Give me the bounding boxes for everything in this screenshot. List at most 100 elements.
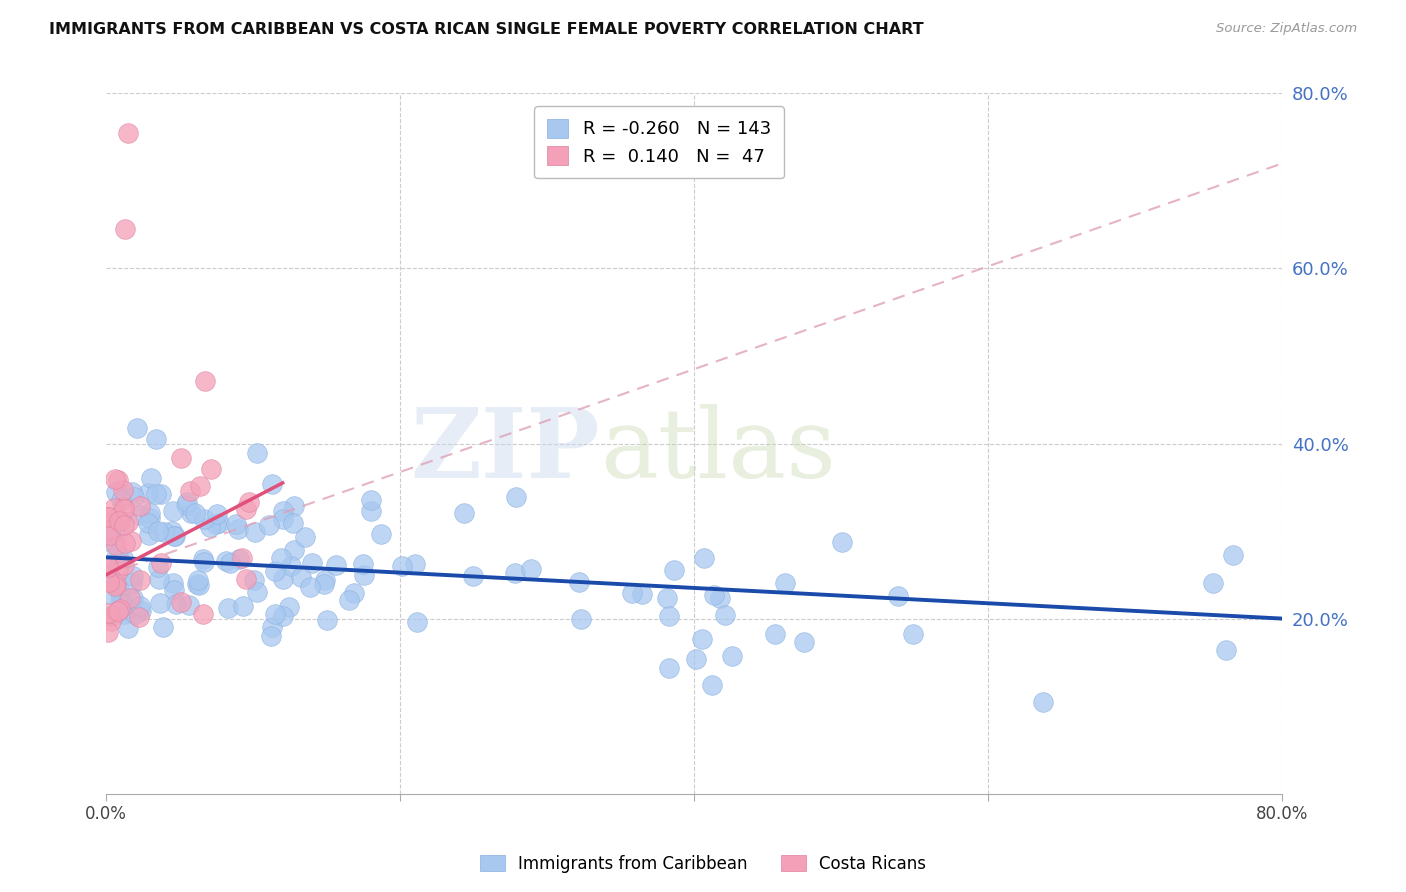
Point: [193, 555, 215, 569]
Point: [111, 598, 134, 612]
Point: [714, 608, 737, 623]
Point: [283, 542, 305, 557]
Point: [117, 126, 139, 140]
Point: [100, 614, 122, 628]
Point: [100, 521, 122, 535]
Point: [160, 524, 183, 538]
Point: [690, 632, 713, 647]
Point: [290, 569, 312, 583]
Point: [145, 487, 167, 501]
Point: [180, 506, 202, 520]
Point: [184, 506, 207, 520]
Point: [337, 592, 360, 607]
Point: [903, 627, 925, 641]
Point: [118, 591, 141, 606]
Point: [271, 608, 294, 623]
Point: [568, 574, 591, 589]
Point: [225, 517, 247, 532]
Point: [658, 608, 681, 623]
Point: [360, 493, 382, 508]
Point: [505, 490, 527, 504]
Point: [264, 607, 287, 621]
Point: [97, 560, 120, 574]
Point: [122, 591, 145, 605]
Point: [163, 582, 186, 597]
Point: [105, 577, 128, 591]
Point: [152, 620, 174, 634]
Point: [107, 604, 129, 618]
Point: [97, 566, 120, 581]
Point: [260, 620, 283, 634]
Legend: R = -0.260   N = 143, R =  0.140   N =  47: R = -0.260 N = 143, R = 0.140 N = 47: [534, 106, 783, 178]
Point: [122, 569, 145, 583]
Point: [121, 575, 143, 590]
Point: [112, 483, 135, 497]
Point: [264, 564, 287, 578]
Point: [235, 572, 257, 586]
Point: [775, 575, 797, 590]
Point: [98, 528, 121, 542]
Point: [343, 586, 366, 600]
Point: [243, 573, 266, 587]
Point: [831, 535, 853, 549]
Point: [128, 508, 150, 523]
Point: [205, 517, 228, 532]
Point: [170, 450, 193, 465]
Point: [215, 554, 238, 568]
Point: [353, 568, 375, 582]
Point: [104, 538, 127, 552]
Point: [97, 510, 120, 524]
Point: [271, 504, 294, 518]
Point: [112, 501, 135, 516]
Point: [301, 556, 323, 570]
Point: [1032, 695, 1054, 709]
Text: Source: ZipAtlas.com: Source: ZipAtlas.com: [1216, 22, 1357, 36]
Point: [709, 591, 731, 606]
Text: IMMIGRANTS FROM CARIBBEAN VS COSTA RICAN SINGLE FEMALE POVERTY CORRELATION CHART: IMMIGRANTS FROM CARIBBEAN VS COSTA RICAN…: [49, 22, 924, 37]
Point: [120, 534, 142, 549]
Point: [763, 626, 786, 640]
Point: [139, 511, 162, 525]
Point: [188, 479, 211, 493]
Point: [111, 500, 134, 515]
Point: [129, 573, 152, 587]
Point: [200, 462, 222, 476]
Point: [405, 615, 427, 629]
Point: [107, 582, 129, 597]
Point: [108, 595, 131, 609]
Point: [97, 625, 120, 640]
Text: atlas: atlas: [600, 403, 837, 498]
Point: [193, 607, 215, 621]
Point: [110, 492, 132, 507]
Text: ZIP: ZIP: [411, 403, 600, 498]
Point: [720, 648, 742, 663]
Point: [631, 587, 654, 601]
Point: [793, 635, 815, 649]
Point: [391, 559, 413, 574]
Point: [702, 678, 724, 692]
Point: [186, 577, 208, 591]
Point: [179, 484, 201, 499]
Point: [103, 501, 125, 516]
Point: [139, 506, 162, 520]
Point: [658, 661, 681, 675]
Point: [191, 552, 214, 566]
Point: [316, 613, 339, 627]
Point: [662, 563, 685, 577]
Point: [101, 516, 124, 530]
Point: [219, 557, 242, 571]
Point: [208, 516, 231, 530]
Point: [107, 473, 129, 487]
Point: [1222, 548, 1244, 562]
Point: [98, 575, 121, 590]
Point: [370, 527, 392, 541]
Point: [122, 490, 145, 504]
Point: [360, 504, 382, 518]
Point: [655, 591, 678, 605]
Legend: Immigrants from Caribbean, Costa Ricans: Immigrants from Caribbean, Costa Ricans: [472, 848, 934, 880]
Point: [107, 564, 129, 578]
Point: [124, 607, 146, 621]
Point: [163, 529, 186, 543]
Point: [238, 494, 260, 508]
Point: [404, 557, 426, 571]
